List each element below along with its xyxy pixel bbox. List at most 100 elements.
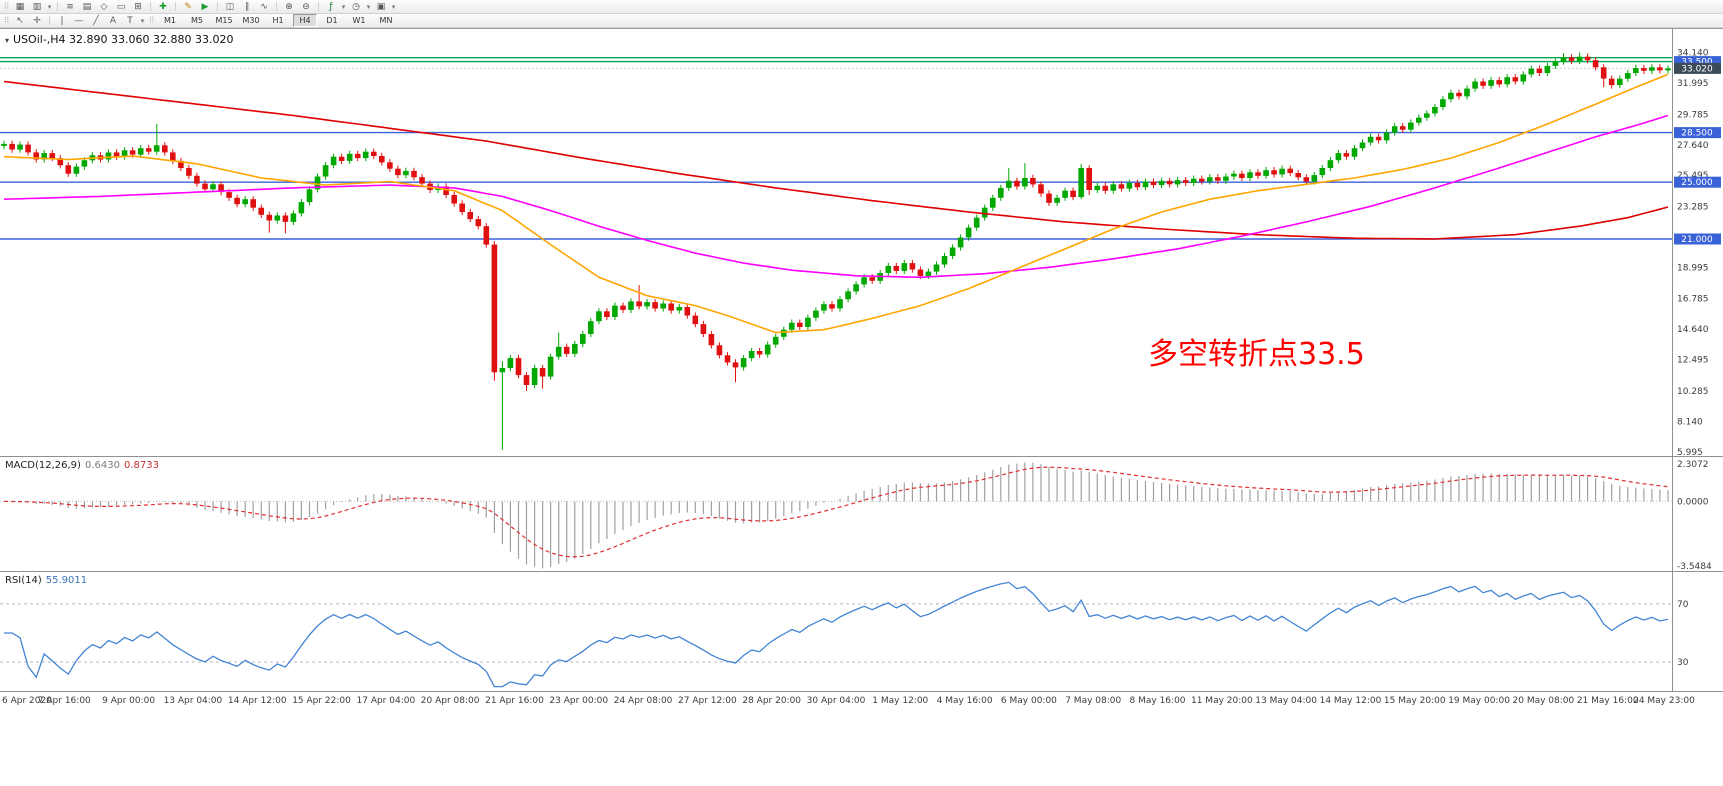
time-axis-label: 1 May 12:00	[872, 696, 929, 706]
macd-axis-min: -3.5484	[1677, 562, 1712, 571]
price-chart-panel[interactable]: 34.14031.99529.78527.64025.49523.28521.1…	[0, 29, 1723, 456]
terminal-icon[interactable]: ▭	[116, 1, 126, 12]
time-axis-label: 6 May 00:00	[1000, 696, 1057, 706]
svg-text:25.000: 25.000	[1681, 178, 1713, 188]
time-axis-label: 21 May 16:00	[1576, 696, 1639, 706]
indicators-dropdown-icon[interactable]: ▾	[341, 2, 346, 11]
new-order-icon[interactable]: ✚	[159, 1, 167, 12]
toolbar-main: ⠿ ▦ ▥ ▾ ≡ ▤ ◇ ▭ ⊞ ✚ ✎ ▶ ◫ ∥ ∿ ⊕ ⊖ ƒ ▾ ◷ ▾ ▣ ▾	[0, 0, 1723, 14]
cursor-icon[interactable]: ↖	[16, 15, 24, 26]
toolbar-drag-handle[interactable]: ⠿	[3, 16, 10, 25]
crosshair-icon[interactable]: ✛	[33, 15, 41, 26]
fast-ma-orange-line	[3, 73, 1669, 334]
bar-chart-icon[interactable]: ∥	[244, 1, 250, 12]
price-axis-label: 27.640	[1677, 141, 1709, 151]
macd-panel[interactable]: 2.3072 0.0000 -3.5484	[0, 456, 1723, 571]
new-chart-icon[interactable]: ▦	[15, 1, 25, 12]
zoom-out-icon[interactable]: ⊖	[302, 1, 310, 12]
time-axis-label: 7 Apr 16:00	[37, 696, 91, 706]
macd-indicator-label: MACD(12,26,9) 0.6430 0.8733	[5, 460, 159, 471]
periods-icon[interactable]: ◷	[352, 1, 360, 12]
chart-collapse-icon[interactable]: ▾	[5, 36, 10, 45]
timeframe-button-m30[interactable]: M30	[242, 16, 260, 25]
time-axis-label: 4 May 16:00	[936, 696, 993, 706]
timeframe-button-m5[interactable]: M5	[191, 16, 203, 25]
horizontal-line-icon[interactable]: —	[74, 15, 84, 26]
price-axis-label: 5.995	[1677, 448, 1703, 456]
timeframe-button-mn[interactable]: MN	[379, 16, 393, 25]
navigator-icon[interactable]: ◇	[100, 1, 108, 12]
periods-dropdown-icon[interactable]: ▾	[366, 2, 371, 11]
current-price-tag: 33.020	[1674, 62, 1721, 74]
chart-annotation-text: 多空转折点33.5	[1148, 337, 1365, 372]
price-axis-label: 25.495	[1677, 171, 1709, 181]
price-axis-label: 31.995	[1677, 79, 1709, 89]
mid-ma-magenta-line	[3, 114, 1669, 279]
time-axis-label: 8 May 16:00	[1129, 696, 1186, 706]
svg-text:33.020: 33.020	[1681, 64, 1713, 74]
vertical-line-icon[interactable]: |	[60, 15, 64, 26]
rsi-label-text: RSI(14)	[5, 575, 42, 586]
candlestick-chart-icon[interactable]: ◫	[225, 1, 235, 12]
text-label-icon[interactable]: A	[109, 15, 117, 26]
slow-ma-red-line	[3, 80, 1669, 240]
toolbar-drag-handle[interactable]: ⠿	[3, 2, 10, 11]
chart-profiles-icon[interactable]: ▥	[32, 1, 42, 12]
templates-dropdown-icon[interactable]: ▾	[391, 2, 396, 11]
price-level-tag: 21.000	[1674, 233, 1721, 245]
data-window-icon[interactable]: ▤	[82, 1, 92, 12]
time-axis[interactable]: 6 Apr 2020 7 Apr 16:00 9 Apr 00:00 13 Apr 0…	[0, 691, 1723, 713]
autotrading-icon[interactable]: ▶	[201, 1, 209, 12]
rsi-level-label: 70	[1677, 600, 1689, 610]
time-axis-label: 19 May 00:00	[1448, 696, 1510, 706]
indicators-icon[interactable]: ƒ	[329, 1, 333, 12]
price-axis-label: 18.995	[1677, 263, 1709, 273]
time-axis-label: 27 Apr 12:00	[678, 696, 737, 706]
timeframe-button-w1[interactable]: W1	[352, 16, 366, 25]
price-axis-label: 23.285	[1677, 203, 1709, 213]
zoom-in-icon[interactable]: ⊕	[285, 1, 293, 12]
profiles-dropdown-icon[interactable]: ▾	[47, 2, 52, 11]
strategy-tester-icon[interactable]: ⊞	[134, 1, 142, 12]
timeframe-button-h4[interactable]: H4	[293, 14, 317, 27]
shapes-dropdown-icon[interactable]: ▾	[140, 16, 145, 25]
toolbar-drag-handle[interactable]: ⠿	[148, 16, 155, 25]
time-axis-label: 21 Apr 16:00	[485, 696, 544, 706]
price-axis-label: 29.785	[1677, 110, 1709, 120]
price-axis-label: 34.140	[1677, 49, 1709, 59]
rsi-value: 55.9011	[45, 575, 88, 586]
toolbar-separator	[318, 2, 319, 11]
toolbar-separator	[57, 2, 58, 11]
price-level-tag: 33.500	[1674, 56, 1721, 68]
trendline-icon[interactable]: ╱	[93, 15, 99, 26]
price-axis-label: 14.640	[1677, 325, 1709, 335]
line-chart-icon[interactable]: ∿	[260, 1, 268, 12]
macd-main-value: 0.6430	[84, 460, 120, 471]
price-axis-label: 16.785	[1677, 295, 1709, 305]
time-axis-label: 7 May 08:00	[1065, 696, 1122, 706]
metaeditor-icon[interactable]: ✎	[184, 1, 192, 12]
text-box-icon[interactable]: T	[127, 15, 133, 26]
toolbar-separator	[175, 2, 176, 11]
chart-window[interactable]: 34.14031.99529.78527.64025.49523.28521.1…	[0, 28, 1723, 713]
chart-title-text: USOil-,H4 32.890 33.060 32.880 33.020	[13, 33, 234, 46]
time-axis-label: 11 May 20:00	[1190, 696, 1253, 706]
market-watch-icon[interactable]: ≡	[66, 1, 74, 12]
timeframe-button-m1[interactable]: M1	[164, 16, 176, 25]
time-axis-label: 20 Apr 08:00	[420, 696, 480, 706]
time-axis-label: 14 May 12:00	[1319, 696, 1382, 706]
timeframe-button-h1[interactable]: H1	[272, 16, 284, 25]
toolbar-separator	[276, 2, 277, 11]
time-axis-label: 15 May 20:00	[1383, 696, 1446, 706]
time-axis-label: 24 Apr 08:00	[613, 696, 673, 706]
rsi-panel[interactable]: 70 30	[0, 571, 1723, 691]
macd-signal-value: 0.8733	[123, 460, 159, 471]
chart-title: ▾ USOil-,H4 32.890 33.060 32.880 33.020	[5, 33, 234, 46]
templates-icon[interactable]: ▣	[376, 1, 386, 12]
price-level-tag: 25.000	[1674, 176, 1721, 188]
toolbar-separator	[150, 2, 151, 11]
timeframe-button-m15[interactable]: M15	[215, 16, 233, 25]
toolbar-separator	[49, 16, 50, 25]
macd-histogram	[11, 462, 1669, 569]
timeframe-button-d1[interactable]: D1	[326, 16, 338, 25]
